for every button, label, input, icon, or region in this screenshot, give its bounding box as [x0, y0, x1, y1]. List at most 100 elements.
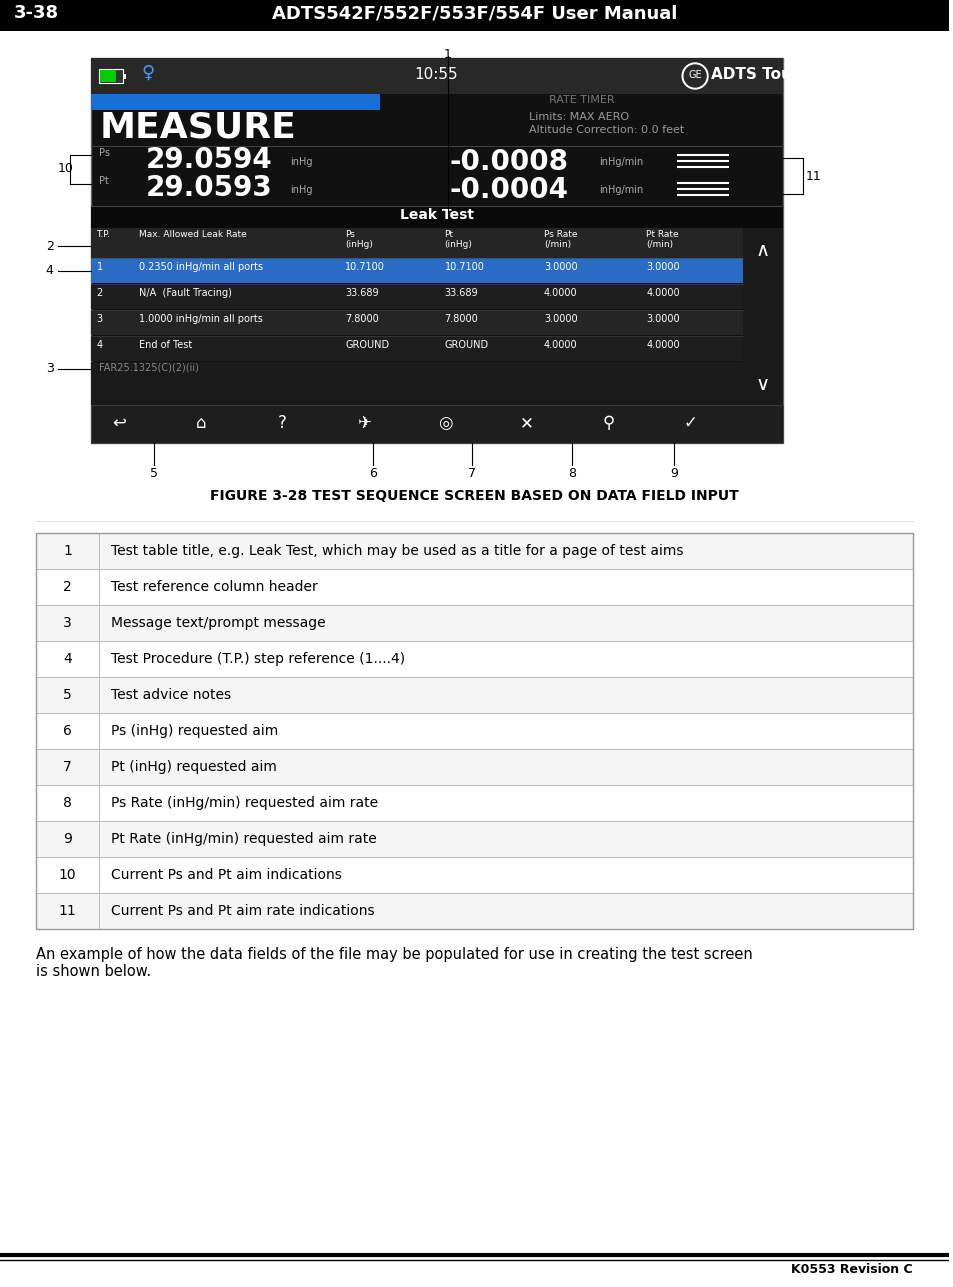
Text: 2: 2 [96, 288, 103, 299]
Text: 10.7100: 10.7100 [345, 263, 385, 272]
Text: Limits: MAX AERO: Limits: MAX AERO [529, 112, 629, 122]
Text: 7.8000: 7.8000 [345, 314, 378, 324]
Text: 6: 6 [369, 467, 376, 480]
Bar [0, 0, 947, 26]
Bar [36, 713, 912, 749]
Text: 9: 9 [670, 467, 678, 480]
Text: N/A  (Fault Tracing): N/A (Fault Tracing) [139, 288, 232, 299]
Text: 4: 4 [46, 265, 53, 278]
Text: 4.0000: 4.0000 [543, 340, 577, 350]
Text: 10.7100: 10.7100 [444, 263, 484, 272]
Bar [36, 533, 912, 569]
Text: End of Test: End of Test [139, 340, 193, 350]
Bar [36, 749, 912, 785]
Text: inHg: inHg [290, 157, 313, 167]
Bar [91, 94, 379, 109]
Bar [36, 893, 912, 929]
Bar [36, 569, 912, 605]
Bar [91, 362, 742, 405]
Text: Max. Allowed Leak Rate: Max. Allowed Leak Rate [139, 230, 247, 239]
Text: Current Ps and Pt aim rate indications: Current Ps and Pt aim rate indications [112, 903, 375, 918]
Text: ⚲: ⚲ [602, 414, 614, 432]
Text: 4.0000: 4.0000 [646, 340, 679, 350]
Text: 3.0000: 3.0000 [543, 263, 577, 272]
Text: 3: 3 [96, 314, 103, 324]
Text: An example of how the data fields of the file may be populated for use in creati: An example of how the data fields of the… [36, 947, 752, 979]
Text: FIGURE 3-28 TEST SEQUENCE SCREEN BASED ON DATA FIELD INPUT: FIGURE 3-28 TEST SEQUENCE SCREEN BASED O… [210, 489, 738, 503]
Bar [99, 69, 123, 82]
Text: inHg: inHg [290, 185, 313, 196]
Text: ✈: ✈ [356, 414, 371, 432]
Text: 1: 1 [443, 48, 451, 60]
Text: RATE TIMER: RATE TIMER [548, 95, 614, 106]
Text: 11: 11 [59, 903, 76, 918]
Text: Ps Rate
(/min): Ps Rate (/min) [543, 230, 577, 250]
Bar [36, 821, 912, 857]
Text: 3: 3 [46, 363, 53, 376]
Text: Pt: Pt [99, 176, 110, 187]
Bar [91, 257, 742, 283]
Text: 9: 9 [63, 831, 72, 846]
Text: 10:55: 10:55 [415, 67, 457, 82]
Bar [0, 26, 947, 31]
Bar [91, 58, 781, 94]
Text: 1: 1 [96, 263, 103, 272]
Text: 33.689: 33.689 [444, 288, 477, 299]
Text: 29.0594: 29.0594 [146, 145, 273, 174]
Text: 1.0000 inHg/min all ports: 1.0000 inHg/min all ports [139, 314, 263, 324]
Text: 4.0000: 4.0000 [646, 288, 679, 299]
Text: 33.689: 33.689 [345, 288, 378, 299]
Bar [36, 533, 912, 929]
Text: ✓: ✓ [682, 414, 697, 432]
Bar [36, 785, 912, 821]
Text: 3-38: 3-38 [14, 4, 59, 22]
Text: GE: GE [687, 69, 701, 80]
Text: 4: 4 [63, 653, 71, 665]
Bar [36, 677, 912, 713]
Text: inHg/min: inHg/min [598, 157, 642, 167]
Circle shape [683, 66, 705, 88]
Text: K0553 Revision C: K0553 Revision C [790, 1263, 912, 1275]
Bar [36, 857, 912, 893]
Text: ♀: ♀ [141, 64, 154, 82]
Circle shape [681, 63, 707, 89]
Text: inHg/min: inHg/min [598, 185, 642, 196]
Text: 10: 10 [59, 867, 76, 882]
Bar [742, 228, 781, 405]
Text: Test advice notes: Test advice notes [112, 689, 232, 701]
Text: 2: 2 [46, 239, 53, 252]
Text: ∨: ∨ [755, 376, 769, 395]
Text: Pt (inHg) requested aim: Pt (inHg) requested aim [112, 761, 277, 773]
Text: 8: 8 [63, 795, 72, 810]
Text: Ps (inHg) requested aim: Ps (inHg) requested aim [112, 725, 278, 737]
Text: Pt
(inHg): Pt (inHg) [444, 230, 472, 250]
Text: GROUND: GROUND [444, 340, 488, 350]
Text: 7: 7 [468, 467, 476, 480]
Bar [36, 641, 912, 677]
Bar [91, 336, 742, 360]
Text: -0.0008: -0.0008 [449, 148, 568, 176]
Text: 3: 3 [63, 616, 71, 631]
Text: 29.0593: 29.0593 [146, 174, 273, 202]
Text: Ps
(inHg): Ps (inHg) [345, 230, 373, 250]
Text: 4: 4 [96, 340, 103, 350]
Text: Pt Rate (inHg/min) requested aim rate: Pt Rate (inHg/min) requested aim rate [112, 831, 376, 846]
Text: FAR25.1325(C)(2)(ii): FAR25.1325(C)(2)(ii) [99, 363, 199, 373]
Text: Test Procedure (T.P.) step reference (1....4): Test Procedure (T.P.) step reference (1.… [112, 653, 405, 665]
Text: ?: ? [277, 414, 287, 432]
Bar [91, 206, 781, 228]
Text: 3.0000: 3.0000 [543, 314, 577, 324]
Bar [91, 228, 742, 257]
Text: Current Ps and Pt aim indications: Current Ps and Pt aim indications [112, 867, 342, 882]
Text: ↩: ↩ [112, 414, 126, 432]
Text: 5: 5 [150, 467, 158, 480]
Text: 8: 8 [567, 467, 576, 480]
Text: T.P.: T.P. [96, 230, 111, 239]
Text: -0.0004: -0.0004 [449, 176, 568, 205]
Text: 11: 11 [804, 170, 821, 183]
Text: ⌂: ⌂ [195, 414, 206, 432]
Text: 7.8000: 7.8000 [444, 314, 477, 324]
Text: 10: 10 [57, 162, 73, 175]
Bar [100, 69, 116, 82]
Bar [123, 73, 126, 79]
